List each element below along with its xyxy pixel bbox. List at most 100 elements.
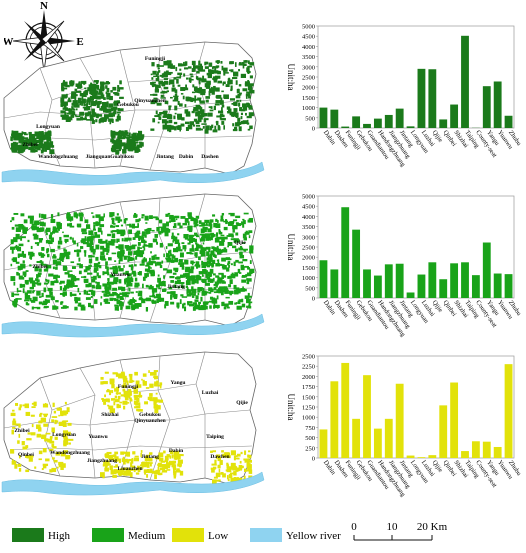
land-patch	[126, 132, 128, 134]
land-patch	[84, 90, 88, 93]
land-patch	[194, 233, 197, 235]
land-patch	[115, 307, 119, 311]
land-patch	[142, 284, 144, 289]
land-patch	[214, 477, 218, 479]
land-patch	[233, 219, 237, 221]
land-patch	[234, 290, 239, 295]
legend-label: Medium	[128, 530, 166, 542]
land-patch	[11, 264, 13, 266]
land-patch	[180, 216, 185, 219]
land-patch	[216, 232, 218, 236]
land-patch	[221, 91, 224, 93]
land-patch	[114, 452, 118, 455]
land-patch	[81, 240, 84, 242]
land-patch	[39, 252, 42, 255]
land-patch	[171, 455, 173, 459]
land-patch	[236, 458, 239, 460]
land-patch	[246, 94, 251, 97]
land-patch	[12, 421, 16, 426]
land-patch	[248, 129, 251, 131]
land-patch	[169, 220, 171, 222]
land-patch	[16, 227, 21, 232]
land-patch	[211, 468, 216, 470]
land-patch	[79, 271, 82, 275]
land-patch	[109, 267, 114, 269]
land-patch	[247, 281, 250, 284]
land-patch	[167, 269, 172, 273]
land-patch	[119, 268, 124, 271]
land-patch	[226, 297, 230, 299]
land-patch	[245, 295, 250, 299]
land-patch	[209, 63, 213, 67]
land-patch	[119, 108, 123, 111]
chart-bar	[330, 269, 338, 298]
land-patch	[15, 238, 20, 240]
land-patch	[246, 306, 248, 308]
land-patch	[88, 267, 91, 269]
land-patch	[201, 248, 206, 250]
land-patch	[86, 224, 90, 229]
land-patch	[45, 299, 47, 301]
land-patch	[166, 253, 169, 257]
land-patch	[92, 293, 95, 297]
land-patch	[106, 253, 108, 255]
land-patch	[108, 285, 111, 290]
land-patch	[77, 249, 82, 252]
land-patch	[219, 291, 223, 293]
chart-bar	[374, 276, 382, 298]
land-patch	[185, 273, 190, 277]
land-patch	[195, 248, 199, 251]
land-patch	[119, 87, 124, 89]
land-patch	[203, 79, 206, 81]
land-patch	[53, 275, 57, 279]
land-patch	[184, 88, 188, 91]
land-patch	[246, 96, 248, 99]
land-patch	[70, 223, 72, 227]
land-patch	[39, 414, 42, 417]
land-patch	[39, 222, 43, 224]
land-patch	[126, 391, 131, 396]
land-patch	[115, 396, 117, 399]
land-patch	[186, 286, 188, 289]
land-patch	[231, 235, 234, 238]
land-patch	[203, 288, 205, 292]
land-patch	[221, 235, 225, 237]
land-patch	[41, 214, 43, 218]
land-patch	[210, 219, 214, 222]
land-patch	[126, 473, 131, 476]
land-patch	[10, 247, 15, 250]
land-patch	[187, 111, 190, 115]
land-patch	[156, 284, 160, 287]
land-patch	[118, 114, 120, 116]
land-patch	[46, 280, 50, 282]
land-patch	[154, 405, 158, 409]
land-patch	[179, 259, 183, 262]
land-patch	[22, 446, 27, 449]
land-patch	[71, 96, 76, 99]
scale-bar: 0 10 20 Km	[344, 520, 454, 548]
land-patch	[204, 62, 206, 66]
land-patch	[175, 94, 177, 96]
land-patch	[64, 239, 68, 242]
land-patch	[16, 234, 20, 238]
land-patch	[209, 301, 213, 303]
land-patch	[60, 293, 64, 295]
land-patch	[92, 84, 96, 88]
land-patch	[95, 119, 97, 122]
land-patch	[112, 220, 115, 224]
land-patch	[241, 116, 243, 119]
land-patch	[154, 471, 158, 475]
land-patch	[127, 140, 129, 144]
land-patch	[217, 220, 219, 223]
land-patch	[136, 291, 138, 293]
land-patch	[63, 444, 66, 447]
land-patch	[205, 238, 209, 241]
land-patch	[157, 114, 161, 116]
land-patch	[87, 97, 92, 99]
land-patch	[90, 105, 92, 107]
land-patch	[216, 115, 221, 117]
land-patch	[138, 291, 142, 293]
land-patch	[216, 121, 218, 123]
land-patch	[218, 126, 221, 130]
land-patch	[84, 88, 86, 90]
